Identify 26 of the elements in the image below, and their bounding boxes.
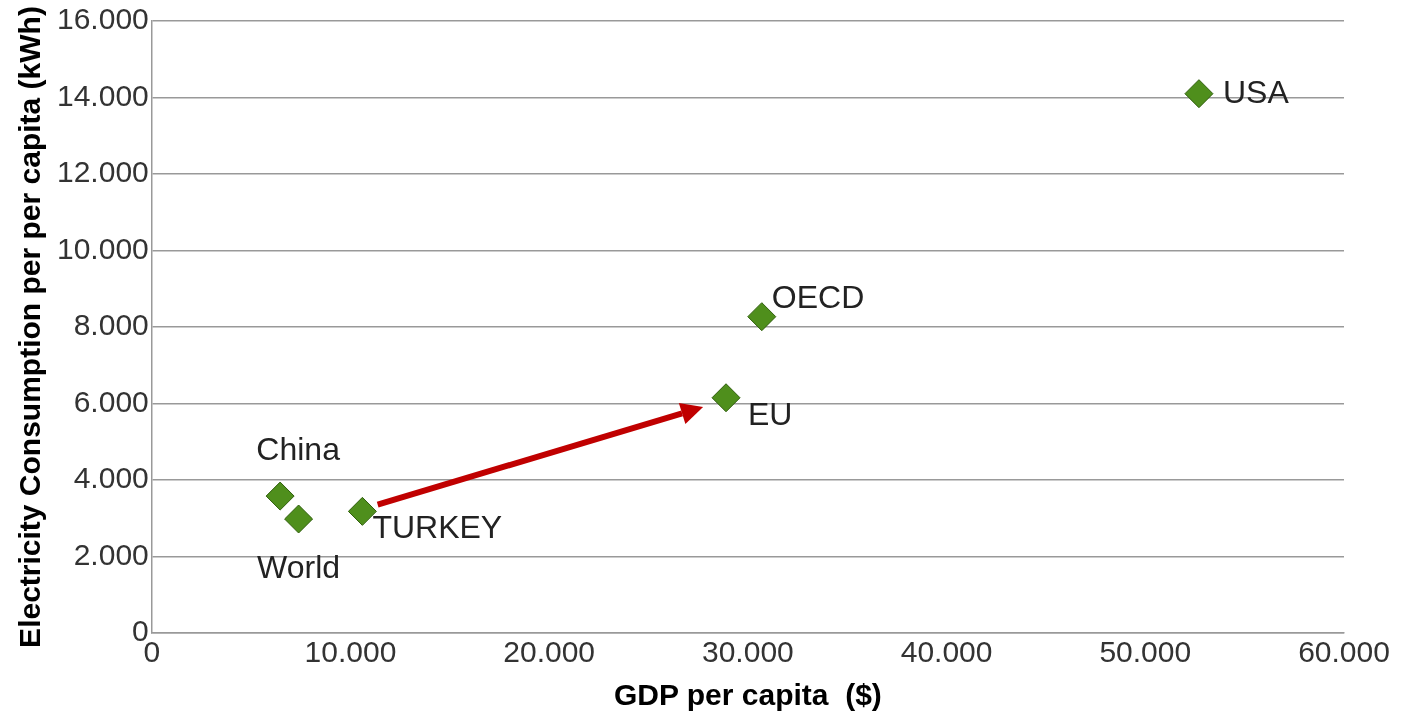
- y-tick-label: 12.000: [56, 155, 149, 189]
- y-tick-label: 4.000: [73, 461, 149, 495]
- y-tick-label: 16.000: [56, 2, 149, 36]
- x-tick-label: 20.000: [503, 635, 596, 669]
- x-tick-label: 50.000: [1099, 635, 1192, 669]
- x-tick-label: 10.000: [304, 635, 397, 669]
- annotation: OECD: [771, 278, 865, 315]
- y-tick-label: 8.000: [73, 308, 149, 342]
- annotation: World: [257, 548, 341, 585]
- annotation: EU: [748, 395, 793, 432]
- point: [1184, 79, 1214, 109]
- annotation: China: [256, 430, 341, 467]
- x-tick-label: 40.000: [900, 635, 993, 669]
- x-tick-label: 60.000: [1298, 635, 1390, 669]
- annotation: TURKEY: [372, 509, 503, 546]
- point: [711, 383, 741, 413]
- y-tick-label: 14.000: [56, 78, 149, 112]
- y-tick-label: 10.000: [56, 231, 149, 265]
- y-tick-label: 6.000: [73, 384, 149, 418]
- y-axis-title: Electricity Consumption per per capita (kWh): [13, 6, 47, 648]
- x-axis-title: GDP per capita ($): [613, 678, 882, 712]
- annotation: USA: [1222, 73, 1290, 110]
- y-tick-label: 2.000: [73, 537, 149, 571]
- point: [284, 504, 314, 534]
- x-tick-label: 30.000: [702, 635, 794, 669]
- point: [265, 481, 295, 511]
